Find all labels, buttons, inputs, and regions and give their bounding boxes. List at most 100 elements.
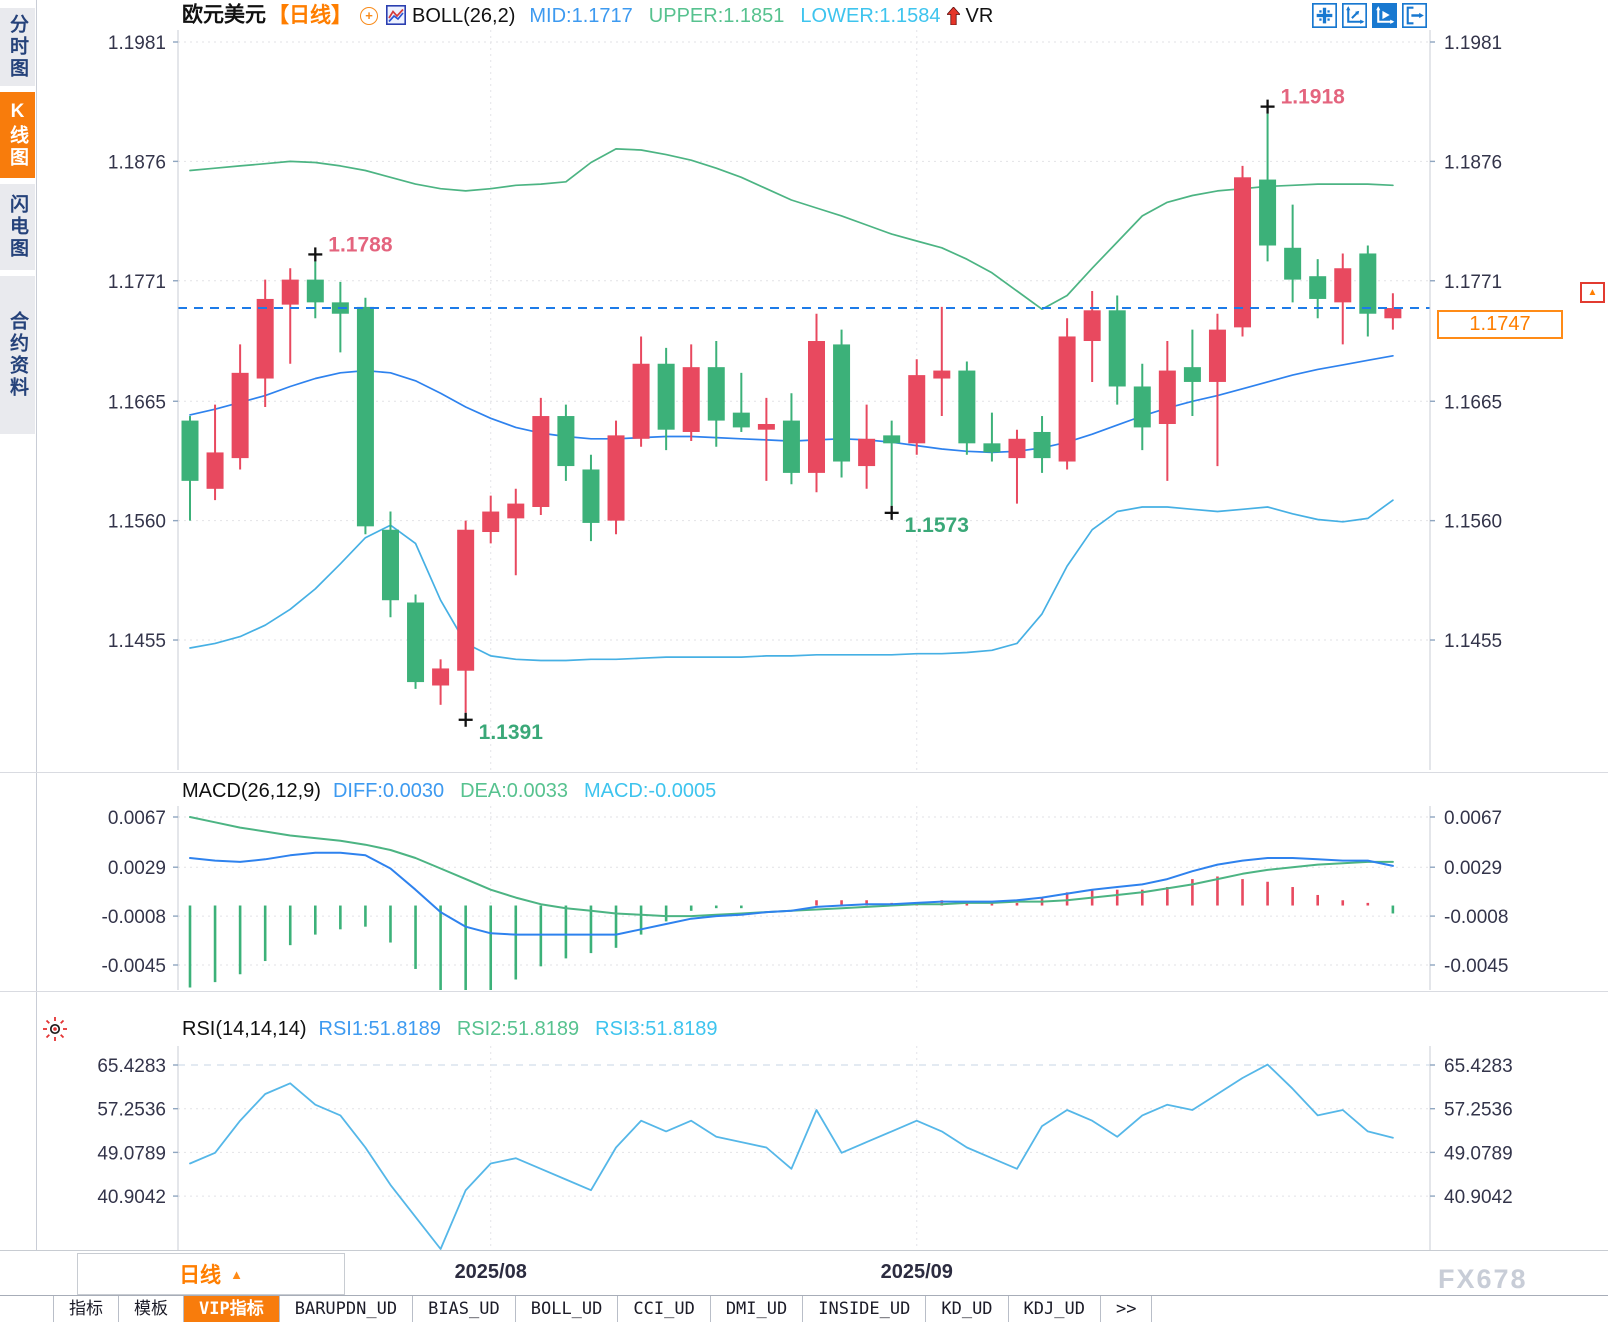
candle [1259, 179, 1277, 246]
axis-tick-label: 0.0067 [1444, 808, 1502, 829]
macd-panel[interactable]: 0.0067 0.0067 0.0029 0.0029 -0.0008 -0.0008 -0… [36, 806, 1608, 990]
bottom-tab-6[interactable]: BOLL_UD [515, 1296, 619, 1322]
exit-right-icon[interactable] [1402, 3, 1427, 28]
candle [682, 367, 700, 432]
macd-lines [189, 816, 1394, 936]
bottom-tab-10[interactable]: KD_UD [926, 1296, 1009, 1322]
candle [983, 443, 1001, 453]
candle [381, 529, 399, 601]
candle [883, 435, 901, 444]
bottom-tab-7[interactable]: CCI_UD [618, 1296, 711, 1322]
move-crosshair-icon[interactable] [1312, 3, 1337, 28]
rsi-gridlines [178, 1046, 1430, 1250]
candle [457, 529, 475, 671]
macd-macd-value: MACD:-0.0005 [583, 780, 717, 802]
candle [1083, 310, 1101, 342]
axis-tick-label: -0.0008 [1444, 907, 1508, 928]
axis-tick-label: 1.1771 [1444, 272, 1502, 293]
zoom-axis-icon[interactable] [1342, 3, 1367, 28]
chart-header: 欧元美元【日线】 + BOLL(26,2) MID:1.1717 UPPER:1.185… [36, 0, 1608, 30]
axis-tick-label: 0.0067 [108, 808, 166, 829]
current-price-tag: 1.1747 [1437, 310, 1563, 339]
x-axis-date-label: 2025/08 [454, 1261, 527, 1283]
boll-mid-value: MID:1.1717 [529, 4, 633, 27]
candle [607, 435, 625, 521]
candle [1334, 268, 1352, 303]
x-axis-date-label: 2025/09 [880, 1261, 953, 1283]
bottom-tab-2[interactable]: 模板 [119, 1296, 184, 1322]
sun-marker-icon[interactable] [42, 1016, 68, 1042]
candle [532, 416, 550, 508]
indicator-tabbar: 指标 模板 VIP指标 BARUPDN_UD BIAS_UD BOLL_UD CCI_UD D… [0, 1295, 1608, 1323]
main-candlestick-panel[interactable]: 1.1788 1.1391 1.1573 1.1918 1.1981 1.1981 1.18… [36, 30, 1608, 770]
candle [1183, 367, 1201, 382]
candle [507, 503, 525, 519]
candle [1058, 336, 1076, 462]
rsi1-value: RSI1:51.8189 [318, 1018, 441, 1040]
axis-tick-label: 1.1771 [108, 272, 166, 293]
candle [582, 469, 600, 523]
axis-tick-label: 40.9042 [1444, 1187, 1513, 1208]
macd-gridlines [178, 806, 1430, 990]
candle [782, 420, 800, 473]
sidebar-tab-1[interactable]: 分时图 [0, 8, 35, 86]
sidebar-tab-2[interactable]: K线图 [0, 92, 35, 178]
period-tag[interactable]: 【日线】 [268, 3, 352, 27]
axis-tick-label: 1.1560 [1444, 512, 1502, 533]
chart-watermark: FX678 [1438, 1264, 1528, 1294]
indicator-label[interactable]: BOLL(26,2) [412, 4, 516, 27]
candle [808, 341, 825, 473]
bottom-tab-3[interactable]: VIP指标 [184, 1296, 280, 1322]
candle [356, 306, 374, 527]
axis-tick-label: 1.1665 [1444, 392, 1502, 413]
axis-tick-label: 1.1455 [1444, 631, 1502, 652]
sidebar-tab-3[interactable]: 闪电图 [0, 184, 35, 270]
sidebar-tab-4[interactable]: 合约资料 [0, 276, 35, 434]
candle [1284, 247, 1302, 280]
bottom-tab-1[interactable]: 指标 [53, 1296, 119, 1322]
rsi-panel[interactable]: 65.4283 65.4283 57.2536 57.2536 49.0789 49.07… [36, 1046, 1608, 1250]
axis-tick-label: 1.1560 [108, 512, 166, 533]
axis-tick-label: 1.1876 [108, 152, 166, 173]
candle [657, 363, 675, 430]
axis-tick-label: -0.0045 [1444, 956, 1508, 977]
candle [407, 602, 425, 683]
price-annotations: 1.1788 1.1391 1.1573 1.1918 [308, 86, 1345, 744]
bottom-tab-5[interactable]: BIAS_UD [413, 1296, 516, 1322]
bottom-tab-9[interactable]: INSIDE_UD [803, 1296, 927, 1322]
add-indicator-icon[interactable]: + [360, 6, 378, 25]
macd-label[interactable]: MACD(26,12,9) [182, 780, 321, 802]
vr-indicator-label[interactable]: VR [965, 4, 994, 27]
axis-tick-label: -0.0008 [102, 907, 166, 928]
price-alert-icon[interactable]: ▲ [1580, 282, 1605, 303]
candle [557, 416, 575, 467]
panel-separator [0, 991, 1608, 992]
rsi-label[interactable]: RSI(14,14,14) [182, 1018, 307, 1040]
boll-upper-value: UPPER:1.1851 [648, 4, 785, 27]
period-selector[interactable]: 日线 ▲ [77, 1253, 345, 1295]
price-annotation: 1.1573 [905, 514, 969, 537]
candle [482, 511, 500, 533]
period-selector-label: 日线 [179, 1264, 222, 1287]
panel-separator [0, 772, 1608, 773]
bottom-tab-12[interactable]: >> [1100, 1296, 1153, 1322]
time-axis-row: 日线 ▲ 2025/08 2025/09 [0, 1250, 1608, 1296]
rsi-header: RSI(14,14,14) RSI1:51.8189 RSI2:51.8189 RSI… [36, 1012, 1608, 1046]
candle [231, 372, 249, 459]
boll-lower-value: LOWER:1.1584 [800, 4, 941, 27]
rsi-line [189, 1063, 1394, 1250]
axis-tick-label: 1.1981 [1444, 33, 1502, 54]
main-gridlines [178, 30, 1430, 770]
candle [1384, 308, 1402, 319]
candle [858, 438, 876, 467]
sidebar: 分时图 K线图闪电图合约资料 [0, 0, 37, 1250]
bottom-tab-11[interactable]: KDJ_UD [1008, 1296, 1101, 1322]
zoom-axis-active-icon[interactable] [1372, 3, 1397, 28]
candle [206, 452, 224, 489]
candle [1033, 431, 1051, 459]
bottom-tab-4[interactable]: BARUPDN_UD [279, 1296, 414, 1322]
price-annotation: 1.1918 [1281, 86, 1346, 109]
bottom-tab-8[interactable]: DMI_UD [710, 1296, 804, 1322]
candle [1108, 310, 1126, 387]
candle [707, 367, 725, 421]
